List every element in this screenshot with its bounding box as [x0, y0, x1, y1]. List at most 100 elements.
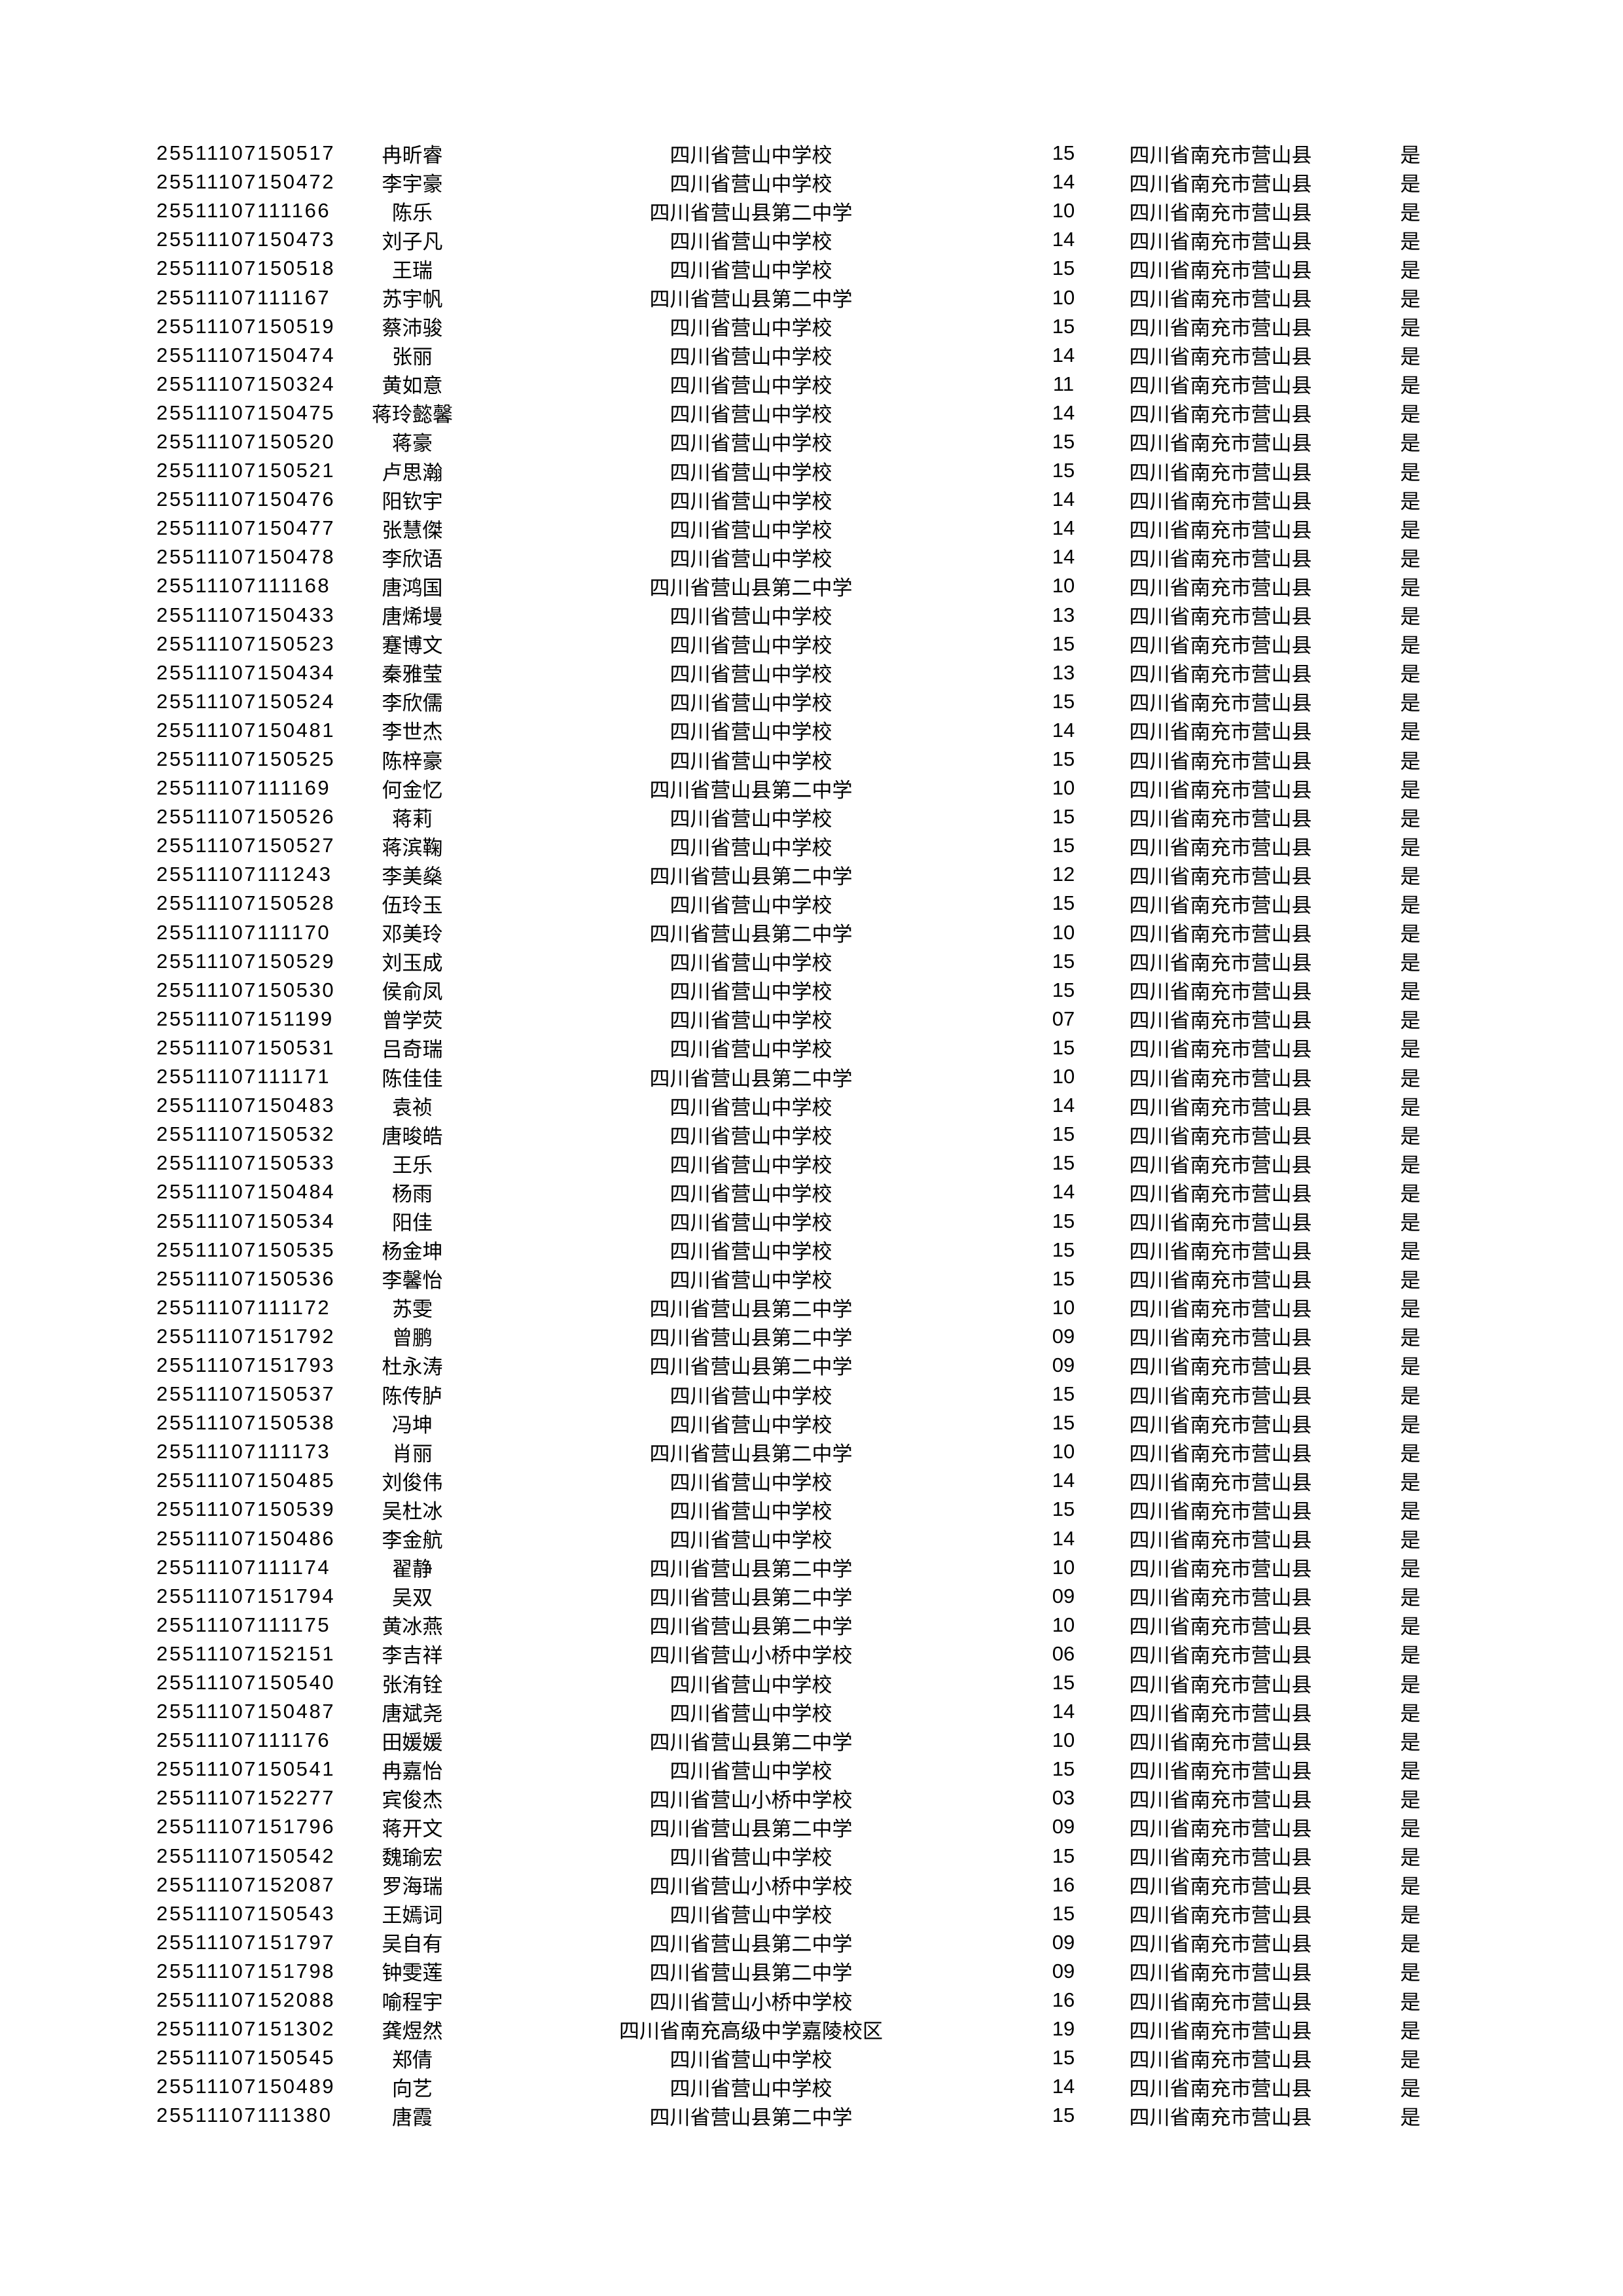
name-cell: 唐鸿国 — [382, 576, 443, 600]
candidate-id-cell: 25511107150539 — [156, 1498, 336, 1521]
score-cell: 14 — [1052, 1526, 1075, 1550]
confirm-cell: 是 — [1400, 1153, 1421, 1177]
name-cell: 何金忆 — [382, 778, 443, 802]
region-cell: 四川省南充市营山县 — [1129, 893, 1312, 917]
school-cell: 四川省营山中学校 — [669, 1673, 832, 1696]
score-cell: 14 — [1052, 401, 1075, 424]
name-cell: 唐烯墁 — [382, 605, 443, 629]
region-cell: 四川省南充市营山县 — [1129, 605, 1312, 629]
name-cell: 宾俊杰 — [382, 1788, 443, 1812]
confirm-cell: 是 — [1400, 1182, 1421, 1206]
school-cell: 四川省营山中学校 — [669, 374, 832, 398]
candidate-id-cell: 25511107150434 — [156, 660, 336, 684]
confirm-cell: 是 — [1400, 547, 1421, 571]
school-cell: 四川省营山中学校 — [669, 980, 832, 1004]
score-cell: 15 — [1052, 257, 1075, 280]
candidate-id-cell: 25511107150481 — [156, 718, 336, 742]
region-cell: 四川省南充市营山县 — [1129, 288, 1312, 312]
candidate-id-cell: 25511107150517 — [156, 141, 336, 165]
school-cell: 四川省营山中学校 — [669, 1211, 832, 1235]
school-cell: 四川省营山县第二中学 — [649, 865, 853, 888]
candidate-id-cell: 25511107151793 — [156, 1353, 336, 1376]
school-cell: 四川省营山中学校 — [669, 1846, 832, 1870]
candidate-id-cell: 25511107150535 — [156, 1238, 336, 1261]
name-cell: 李欣语 — [382, 547, 443, 571]
score-cell: 14 — [1052, 488, 1075, 511]
region-cell: 四川省南充市营山县 — [1129, 1211, 1312, 1235]
school-cell: 四川省营山中学校 — [669, 1124, 832, 1148]
table-row: 25511107150526 蒋莉 四川省营山中学校 15 四川省南充市营山县 … — [0, 802, 1623, 831]
table-row: 25511107150542 魏瑜宏 四川省营山中学校 15 四川省南充市营山县… — [0, 1842, 1623, 1871]
name-cell: 杨金坤 — [382, 1240, 443, 1264]
school-cell: 四川省营山中学校 — [669, 634, 832, 658]
candidate-id-cell: 25511107150529 — [156, 949, 336, 973]
region-cell: 四川省南充市营山县 — [1129, 1731, 1312, 1754]
score-cell: 15 — [1052, 1411, 1075, 1435]
candidate-id-cell: 25511107150475 — [156, 401, 336, 424]
confirm-cell: 是 — [1400, 1587, 1421, 1610]
region-cell: 四川省南充市营山县 — [1129, 692, 1312, 715]
region-cell: 四川省南充市营山县 — [1129, 1442, 1312, 1465]
name-cell: 向艺 — [392, 2077, 433, 2100]
score-cell: 13 — [1052, 660, 1075, 684]
region-cell: 四川省南充市营山县 — [1129, 1529, 1312, 1552]
confirm-cell: 是 — [1400, 952, 1421, 975]
name-cell: 蒋豪 — [392, 432, 433, 456]
school-cell: 四川省营山县第二中学 — [649, 1587, 853, 1610]
region-cell: 四川省南充市营山县 — [1129, 143, 1312, 167]
confirm-cell: 是 — [1400, 432, 1421, 456]
school-cell: 四川省营山中学校 — [669, 1499, 832, 1523]
confirm-cell: 是 — [1400, 1933, 1421, 1956]
name-cell: 陈梓豪 — [382, 749, 443, 773]
school-cell: 四川省营山中学校 — [669, 721, 832, 744]
region-cell: 四川省南充市营山县 — [1129, 1904, 1312, 1928]
candidate-id-cell: 25511107111172 — [156, 1295, 331, 1319]
school-cell: 四川省营山县第二中学 — [649, 201, 853, 224]
name-cell: 王嫣词 — [382, 1904, 443, 1928]
school-cell: 四川省营山中学校 — [669, 1153, 832, 1177]
name-cell: 黄冰燕 — [382, 1615, 443, 1639]
school-cell: 四川省南充高级中学嘉陵校区 — [619, 2019, 883, 2043]
score-cell: 09 — [1052, 1815, 1075, 1839]
candidate-id-cell: 25511107150483 — [156, 1094, 336, 1117]
school-cell: 四川省营山中学校 — [669, 403, 832, 427]
table-row: 25511107151794 吴双 四川省营山县第二中学 09 四川省南充市营山… — [0, 1582, 1623, 1611]
confirm-cell: 是 — [1400, 490, 1421, 513]
candidate-id-cell: 25511107152087 — [156, 1873, 336, 1896]
score-cell: 15 — [1052, 141, 1075, 165]
name-cell: 李世杰 — [382, 721, 443, 744]
name-cell: 李吉祥 — [382, 1644, 443, 1668]
candidate-id-cell: 25511107111171 — [156, 1065, 331, 1088]
region-cell: 四川省南充市营山县 — [1129, 1817, 1312, 1840]
candidate-id-cell: 25511107151798 — [156, 1959, 336, 1982]
confirm-cell: 是 — [1400, 1673, 1421, 1696]
school-cell: 四川省营山中学校 — [669, 692, 832, 715]
confirm-cell: 是 — [1400, 1269, 1421, 1293]
region-cell: 四川省南充市营山县 — [1129, 1788, 1312, 1812]
table-row: 25511107150477 张慧傑 四川省营山中学校 14 四川省南充市营山县… — [0, 514, 1623, 543]
confirm-cell: 是 — [1400, 749, 1421, 773]
table-row: 25511107150528 伍玲玉 四川省营山中学校 15 四川省南充市营山县… — [0, 889, 1623, 918]
name-cell: 李美燊 — [382, 865, 443, 888]
score-cell: 15 — [1052, 1671, 1075, 1695]
score-cell: 14 — [1052, 343, 1075, 367]
school-cell: 四川省营山县第二中学 — [649, 1615, 853, 1639]
score-cell: 10 — [1052, 1295, 1075, 1319]
confirm-cell: 是 — [1400, 778, 1421, 802]
name-cell: 邓美玲 — [382, 923, 443, 946]
score-cell: 15 — [1052, 1209, 1075, 1232]
table-row: 25511107150541 冉嘉怡 四川省营山中学校 15 四川省南充市营山县… — [0, 1755, 1623, 1784]
confirm-cell: 是 — [1400, 1067, 1421, 1090]
candidate-id-cell: 25511107151302 — [156, 2017, 336, 2041]
table-row: 25511107111173 肖丽 四川省营山县第二中学 10 四川省南充市营山… — [0, 1437, 1623, 1466]
name-cell: 蒋开文 — [382, 1817, 443, 1840]
school-cell: 四川省营山中学校 — [669, 2077, 832, 2100]
school-cell: 四川省营山中学校 — [669, 1096, 832, 1119]
score-cell: 15 — [1052, 2104, 1075, 2127]
region-cell: 四川省南充市营山县 — [1129, 1673, 1312, 1696]
region-cell: 四川省南充市营山县 — [1129, 1096, 1312, 1119]
candidate-id-cell: 25511107111173 — [156, 1440, 331, 1463]
table-row: 25511107152088 喻程宇 四川省营山小桥中学校 16 四川省南充市营… — [0, 1986, 1623, 2015]
school-cell: 四川省营山小桥中学校 — [649, 1990, 853, 2014]
score-cell: 09 — [1052, 1959, 1075, 1982]
